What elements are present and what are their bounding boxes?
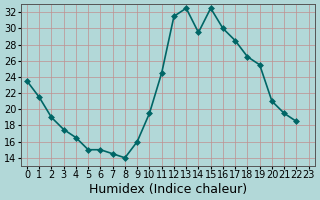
X-axis label: Humidex (Indice chaleur): Humidex (Indice chaleur) bbox=[89, 183, 247, 196]
